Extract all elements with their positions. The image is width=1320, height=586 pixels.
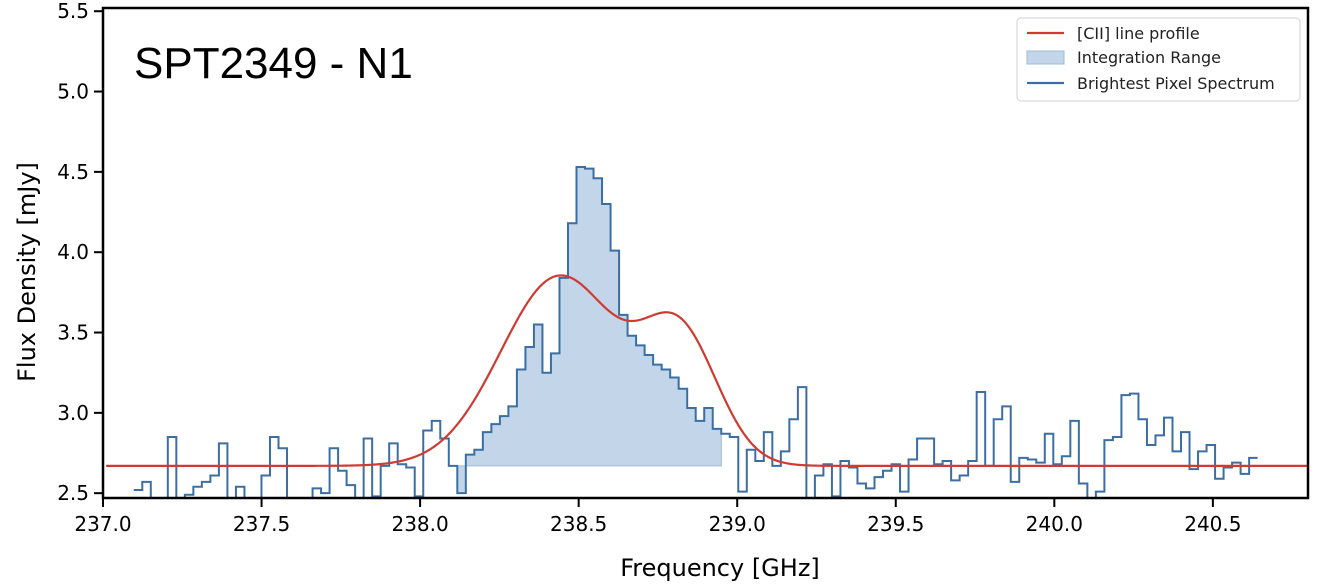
y-tick-label: 5.0	[57, 80, 89, 104]
legend-box	[1016, 17, 1301, 102]
y-axis-title: Flux Density [mJy]	[13, 162, 41, 382]
data-layer	[106, 166, 1308, 498]
x-tick-label: 237.5	[233, 512, 290, 536]
x-tick-label: 238.0	[391, 512, 448, 536]
spectrum-step-line	[133, 166, 1258, 498]
line-profile-curve	[106, 274, 1308, 467]
x-tick-label: 238.5	[550, 512, 607, 536]
legend-label-spectrum: Brightest Pixel Spectrum	[1077, 74, 1275, 93]
chart-title: SPT2349 - N1	[134, 39, 413, 88]
x-tick-label: 240.5	[1184, 512, 1241, 536]
y-axis: 2.5 3.0 3.5 4.0 4.5 5.0 5.5	[57, 0, 103, 505]
x-tick-label: 239.0	[709, 512, 766, 536]
y-tick-label: 3.5	[57, 321, 89, 345]
legend: [CII] line profile Integration Range Bri…	[1016, 17, 1301, 102]
x-tick-label: 237.0	[74, 512, 131, 536]
y-tick-label: 4.0	[57, 240, 89, 264]
legend-swatch-integration-range	[1026, 50, 1065, 65]
x-axis-title: Frequency [GHz]	[620, 554, 820, 582]
y-tick-label: 3.0	[57, 401, 89, 425]
x-tick-label: 239.5	[867, 512, 924, 536]
legend-label-line-profile: [CII] line profile	[1077, 24, 1200, 43]
x-tick-label: 240.0	[1026, 512, 1083, 536]
y-tick-label: 2.5	[57, 481, 89, 505]
x-axis: 237.0 237.5 238.0 238.5 239.0 239.5 240.0 240.5	[74, 498, 1242, 536]
y-tick-label: 4.5	[57, 160, 89, 184]
legend-label-integration-range: Integration Range	[1077, 48, 1221, 67]
y-tick-label: 5.5	[57, 0, 89, 23]
